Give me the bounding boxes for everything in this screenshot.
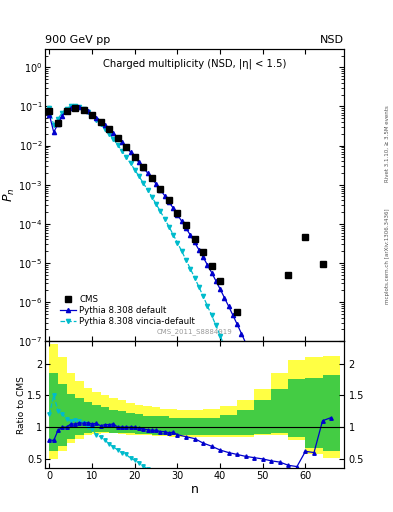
- CMS: [132, 154, 137, 160]
- CMS: [90, 112, 94, 118]
- Legend: CMS, Pythia 8.308 default, Pythia 8.308 vincia-default: CMS, Pythia 8.308 default, Pythia 8.308 …: [59, 293, 197, 328]
- Line: Pythia 8.308 vincia-default: Pythia 8.308 vincia-default: [48, 104, 333, 512]
- CMS: [175, 209, 180, 216]
- Pythia 8.308 vincia-default: [94, 117, 99, 123]
- Line: Pythia 8.308 default: Pythia 8.308 default: [48, 105, 333, 512]
- CMS: [56, 120, 61, 126]
- CMS: [47, 108, 52, 114]
- Y-axis label: Ratio to CMS: Ratio to CMS: [17, 376, 26, 434]
- Pythia 8.308 default: [167, 199, 171, 205]
- Line: CMS: CMS: [47, 105, 325, 384]
- Pythia 8.308 vincia-default: [265, 460, 270, 466]
- CMS: [201, 249, 206, 255]
- X-axis label: n: n: [191, 483, 198, 496]
- CMS: [192, 236, 197, 242]
- CMS: [149, 175, 154, 181]
- Pythia 8.308 vincia-default: [73, 103, 77, 109]
- Pythia 8.308 default: [179, 218, 184, 224]
- CMS: [252, 343, 257, 349]
- CMS: [320, 261, 325, 267]
- Text: 900 GeV pp: 900 GeV pp: [45, 35, 110, 45]
- Pythia 8.308 default: [73, 104, 77, 110]
- CMS: [116, 135, 120, 141]
- CMS: [303, 234, 308, 241]
- Text: Rivet 3.1.10, ≥ 3.5M events: Rivet 3.1.10, ≥ 3.5M events: [385, 105, 389, 182]
- Text: Charged multiplicity (NSD, |η| < 1.5): Charged multiplicity (NSD, |η| < 1.5): [103, 59, 286, 70]
- CMS: [184, 222, 188, 228]
- Pythia 8.308 default: [265, 390, 270, 396]
- CMS: [98, 119, 103, 125]
- CMS: [141, 164, 146, 170]
- Pythia 8.308 default: [47, 112, 52, 118]
- CMS: [269, 378, 274, 385]
- Text: mcplots.cern.ch [arXiv:1306.3436]: mcplots.cern.ch [arXiv:1306.3436]: [385, 208, 389, 304]
- CMS: [218, 278, 222, 284]
- Pythia 8.308 vincia-default: [179, 248, 184, 254]
- Text: CMS_2011_S8884919: CMS_2011_S8884919: [157, 329, 232, 335]
- CMS: [158, 185, 163, 191]
- CMS: [209, 263, 214, 269]
- Y-axis label: $P_n$: $P_n$: [2, 188, 17, 202]
- Pythia 8.308 vincia-default: [47, 105, 52, 111]
- Pythia 8.308 default: [86, 108, 90, 114]
- Pythia 8.308 vincia-default: [86, 109, 90, 115]
- CMS: [235, 309, 240, 315]
- Pythia 8.308 default: [94, 115, 99, 121]
- Text: NSD: NSD: [320, 35, 344, 45]
- Pythia 8.308 vincia-default: [167, 224, 171, 230]
- CMS: [124, 144, 129, 150]
- CMS: [167, 197, 171, 203]
- CMS: [286, 272, 291, 278]
- CMS: [64, 108, 69, 114]
- CMS: [81, 107, 86, 113]
- CMS: [107, 126, 112, 133]
- CMS: [73, 105, 77, 111]
